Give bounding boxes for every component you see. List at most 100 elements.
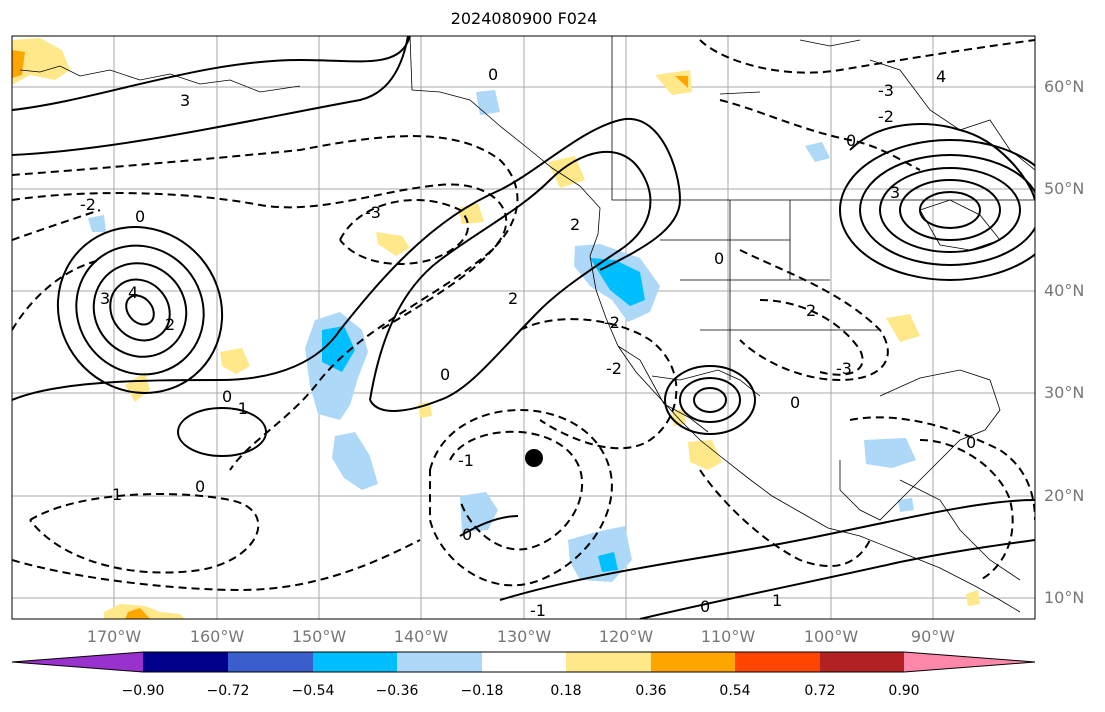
contour-south-ridge xyxy=(499,499,1035,601)
colorbar-segment xyxy=(482,652,566,672)
contour-label: -1 xyxy=(530,601,546,620)
contour-label: 2 xyxy=(570,215,580,234)
contour-label: 0 xyxy=(966,433,976,452)
map-content: 3 0 -2 0 -3 3 4 2 0 2 2 0 -1 -1 1 0 0 -1… xyxy=(12,36,1035,620)
colorbar-tick-label: −0.90 xyxy=(121,683,165,699)
colorbar-tick-label: −0.18 xyxy=(460,683,504,699)
plot-title: 2024080900 F024 xyxy=(450,9,598,28)
contour-high-east-outer xyxy=(839,139,1035,281)
shade-positive xyxy=(104,604,185,619)
contour-label: 0 xyxy=(488,65,498,84)
arctic-islands xyxy=(719,39,861,95)
contour-south-ridge-2 xyxy=(639,539,1035,619)
contour-label: -3 xyxy=(878,81,894,100)
contour-label: 0 xyxy=(846,131,856,150)
colorbar-segment xyxy=(313,652,397,672)
contour-minus3-loop xyxy=(339,199,470,265)
contour-high-west-outer xyxy=(56,226,224,394)
contour-label: 0 xyxy=(135,207,145,226)
contour-zero-wave xyxy=(12,117,682,401)
contour-label: -1 xyxy=(232,399,248,418)
contour-label: -1 xyxy=(458,451,474,470)
contour-zero-small xyxy=(459,515,519,537)
us-canada-border xyxy=(611,36,1035,201)
contour-north-ridge-2 xyxy=(12,36,409,156)
contour-label: -2 xyxy=(878,107,894,126)
contour-high-east-core xyxy=(919,191,981,229)
aleutians xyxy=(19,65,301,93)
lon-label-110w: 110°W xyxy=(700,627,756,646)
colorbar-segment xyxy=(735,652,820,672)
contour-label: 1 xyxy=(112,485,122,504)
shade-negative xyxy=(476,90,500,115)
shade-positive-strong xyxy=(675,76,688,88)
lon-label-170w: 170°W xyxy=(86,627,142,646)
contour-minus3-plains-2 xyxy=(759,299,864,376)
contour-mexico xyxy=(679,377,741,423)
us-mexico-border xyxy=(651,369,761,397)
colorbar-segment xyxy=(143,652,228,672)
gulf-coast xyxy=(839,369,1001,521)
contour-label: 2 xyxy=(165,315,175,334)
shade-negative xyxy=(898,498,914,512)
contour-label: -2 xyxy=(80,195,96,214)
contour-zero-gulf xyxy=(849,416,1035,521)
colorbar-tick-label: 0.18 xyxy=(550,683,582,699)
lat-label-40n: 40°N xyxy=(1044,281,1085,300)
lon-label-140w: 140°W xyxy=(393,627,449,646)
shade-negative xyxy=(864,438,916,468)
contour-label: -2 xyxy=(604,313,620,332)
contour-minus1-gulf xyxy=(919,439,1014,581)
shade-positive xyxy=(376,232,410,256)
lat-label-20n: 20°N xyxy=(1044,486,1085,505)
colorbar-segment xyxy=(566,652,651,672)
contour-minus2-north xyxy=(699,39,1035,74)
contour-high-east xyxy=(879,167,1021,253)
lon-label-150w: 150°W xyxy=(291,627,347,646)
colorbar-segment xyxy=(904,652,1035,672)
contour-label: 0 xyxy=(700,597,710,616)
contour-labels: 3 0 -2 0 -3 3 4 2 0 2 2 0 -1 -1 1 0 0 -1… xyxy=(80,65,976,620)
pacific-coastline xyxy=(409,36,1021,613)
shade-positive-strong xyxy=(12,50,25,78)
central-america xyxy=(899,479,1021,581)
contour-minus2-arctic xyxy=(719,99,921,171)
colorbar-tick-label: −0.36 xyxy=(375,683,419,699)
contour-minus1-south xyxy=(29,493,260,574)
contours-positive xyxy=(12,36,1035,619)
contour-north-east xyxy=(849,123,1035,201)
contour-label: 0 xyxy=(462,525,472,544)
shade-positive xyxy=(966,590,980,606)
shade-positive xyxy=(125,372,150,402)
shade-negative xyxy=(805,142,830,162)
map-border xyxy=(11,35,1036,620)
contour-minus2-center xyxy=(449,430,584,551)
colorbar xyxy=(11,651,1036,673)
colorbar-tick-label: 0.54 xyxy=(719,683,751,699)
colorbar-segment xyxy=(397,652,482,672)
contour-label: 3 xyxy=(100,289,110,308)
contour-minus1-central xyxy=(699,469,871,568)
contour-minus3-plains xyxy=(739,249,889,382)
lon-label-120w: 120°W xyxy=(598,627,654,646)
gridlines xyxy=(12,36,1035,619)
lon-label-160w: 160°W xyxy=(189,627,245,646)
colorbar-tick-label: −0.72 xyxy=(206,683,250,699)
colorbar-segment xyxy=(228,652,313,672)
contour-label: 0 xyxy=(714,249,724,268)
shade-positive xyxy=(548,156,585,188)
contour-minus1-west xyxy=(12,259,101,331)
colorbar-segment xyxy=(12,652,143,672)
shade-negative-strong xyxy=(322,326,355,372)
contour-minus2-baja xyxy=(519,318,678,450)
shade-positive xyxy=(688,440,722,470)
state-borders xyxy=(660,200,880,380)
storm-marker xyxy=(525,449,543,467)
colorbar-outline xyxy=(11,651,1036,673)
contour-high-west xyxy=(92,262,188,358)
lat-label-50n: 50°N xyxy=(1044,179,1085,198)
contour-label: 3 xyxy=(180,91,190,110)
contour-minus1-center xyxy=(429,408,613,587)
contour-high-east xyxy=(859,154,1035,266)
